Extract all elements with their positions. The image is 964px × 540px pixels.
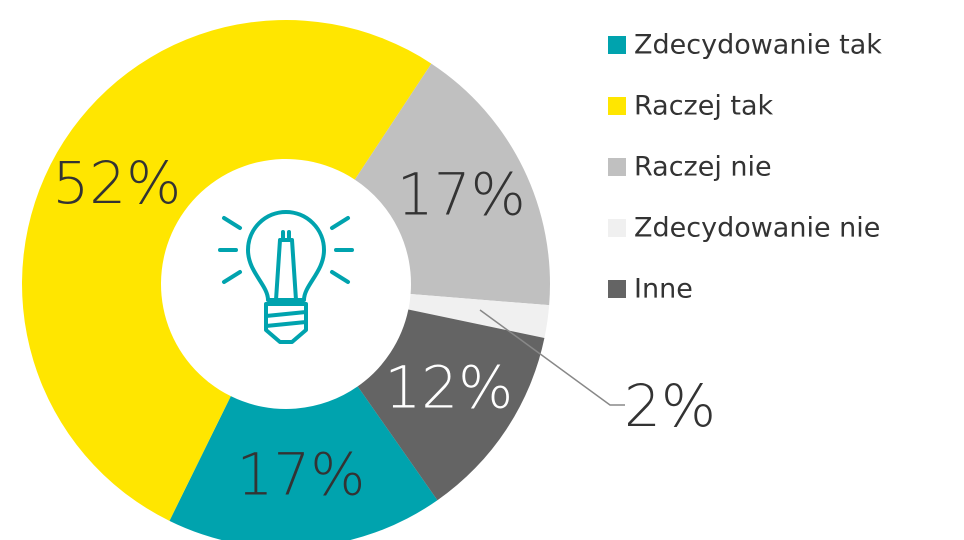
value-label: 2%: [624, 372, 716, 440]
leader-line: [479, 309, 625, 406]
bulb-rays: [218, 216, 354, 284]
legend-swatch: [608, 158, 626, 176]
slice: [22, 20, 432, 521]
legend-label: Raczej tak: [634, 91, 774, 122]
legend-label: Inne: [634, 274, 693, 305]
slice: [354, 63, 550, 306]
slices: [22, 20, 550, 540]
slice: [408, 294, 550, 338]
value-label: 52%: [52, 149, 181, 217]
slice: [357, 309, 545, 501]
value-label: 17%: [236, 440, 365, 508]
legend-label: Zdecydowanie tak: [634, 30, 882, 61]
legend-swatch: [608, 36, 626, 54]
legend-label: Raczej nie: [634, 152, 772, 183]
bulb-glass: [246, 210, 326, 302]
bulb-base: [264, 302, 308, 344]
legend-label: Zdecydowanie nie: [634, 213, 880, 244]
value-label: 12%: [384, 353, 513, 421]
slice: [169, 386, 438, 540]
value-label: 17%: [397, 161, 526, 229]
legend-swatch: [608, 219, 626, 237]
legend: Zdecydowanie tak Raczej tak Raczej nie Zdec…: [608, 30, 882, 305]
labels: 17% 52% 17% 2% 12%: [52, 149, 716, 508]
legend-swatch: [608, 280, 626, 298]
bulb-filament: [274, 230, 298, 302]
bulb-icon: [218, 210, 354, 344]
legend-swatch: [608, 97, 626, 115]
